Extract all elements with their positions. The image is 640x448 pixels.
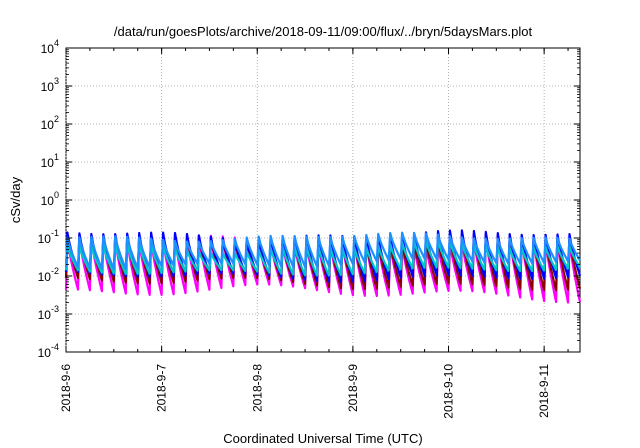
y-tick-base: 10 (38, 346, 52, 360)
x-tick-label: 2018-9-11 (537, 364, 551, 418)
plot-area (65, 47, 581, 353)
y-tick-label: 10-4 (38, 342, 59, 360)
y-tick-base: 10 (38, 270, 52, 284)
y-tick-label: 10-2 (38, 266, 59, 284)
y-tick-exponent: 1 (54, 152, 59, 162)
chart-title: /data/run/goesPlots/archive/2018-09-11/0… (114, 24, 533, 39)
y-tick-exponent: -1 (51, 228, 59, 238)
y-tick-exponent: 2 (54, 114, 59, 124)
series-group (64, 229, 582, 304)
y-tick-base: 10 (41, 42, 55, 56)
grid-lines (65, 48, 580, 352)
y-axis-label: cSv/day (8, 176, 23, 223)
x-tick-label: 2018-9-7 (155, 364, 169, 412)
x-tick-label: 2018-9-9 (346, 364, 360, 412)
y-tick-label: 102 (41, 114, 59, 132)
y-tick-label: 100 (41, 190, 59, 208)
y-tick-exponent: -3 (51, 304, 59, 314)
y-tick-label: 103 (41, 76, 59, 94)
axes: 2018-9-6 2018-9-7 2018-9-8 2018-9-9 2018-9-1… (38, 38, 580, 419)
y-tick-label: 10-3 (38, 304, 59, 322)
y-tick-base: 10 (38, 308, 52, 322)
y-tick-base: 10 (41, 80, 55, 94)
y-tick-base: 10 (38, 232, 52, 246)
x-tick-label: 2018-9-6 (59, 364, 73, 412)
x-axis-label: Coordinated Universal Time (UTC) (223, 431, 422, 446)
y-tick-exponent: 4 (54, 38, 59, 48)
y-tick-exponent: 3 (54, 76, 59, 86)
series-line (64, 231, 581, 271)
y-tick-label: 104 (41, 38, 59, 56)
y-tick-exponent: 0 (54, 190, 59, 200)
y-tick-exponent: -4 (51, 342, 59, 352)
x-tick-label: 2018-9-8 (250, 364, 264, 412)
y-tick-label: 10-1 (38, 228, 59, 246)
y-tick-base: 10 (41, 118, 55, 132)
y-tick-base: 10 (41, 194, 55, 208)
y-tick-label: 101 (41, 152, 59, 170)
y-tick-base: 10 (41, 156, 55, 170)
y-tick-exponent: -2 (51, 266, 59, 276)
x-tick-label: 2018-9-10 (442, 364, 456, 419)
